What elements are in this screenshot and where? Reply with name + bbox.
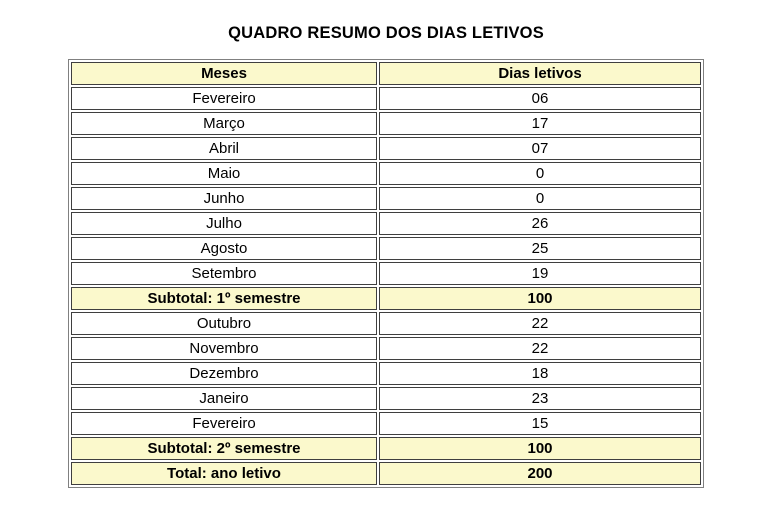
table-row: Abril 07 xyxy=(71,137,701,160)
table-row: Janeiro 23 xyxy=(71,387,701,410)
table-body: Fevereiro 06 Março 17 Abril 07 Maio 0 Junho 0 Julh… xyxy=(71,87,701,485)
table-row: Maio 0 xyxy=(71,162,701,185)
days-cell: 100 xyxy=(379,287,701,310)
days-cell: 23 xyxy=(379,387,701,410)
days-cell: 100 xyxy=(379,437,701,460)
document-content: QUADRO RESUMO DOS DIAS LETIVOS Meses Dia… xyxy=(68,24,704,488)
days-cell: 0 xyxy=(379,162,701,185)
days-cell: 17 xyxy=(379,112,701,135)
month-cell: Outubro xyxy=(71,312,377,335)
table-row: Fevereiro 06 xyxy=(71,87,701,110)
month-cell: Dezembro xyxy=(71,362,377,385)
days-cell: 22 xyxy=(379,312,701,335)
month-cell: Junho xyxy=(71,187,377,210)
days-cell: 18 xyxy=(379,362,701,385)
table-row: Novembro 22 xyxy=(71,337,701,360)
days-cell: 19 xyxy=(379,262,701,285)
days-cell: 26 xyxy=(379,212,701,235)
month-cell: Subtotal: 1º semestre xyxy=(71,287,377,310)
month-cell: Fevereiro xyxy=(71,412,377,435)
table-row: Agosto 25 xyxy=(71,237,701,260)
days-cell: 07 xyxy=(379,137,701,160)
days-cell: 22 xyxy=(379,337,701,360)
month-cell: Março xyxy=(71,112,377,135)
month-cell: Setembro xyxy=(71,262,377,285)
header-cell-months: Meses xyxy=(71,62,377,85)
month-cell: Agosto xyxy=(71,237,377,260)
table-row: Outubro 22 xyxy=(71,312,701,335)
days-cell: 15 xyxy=(379,412,701,435)
table-row: Dezembro 18 xyxy=(71,362,701,385)
table-row: Março 17 xyxy=(71,112,701,135)
month-cell: Total: ano letivo xyxy=(71,462,377,485)
days-cell: 06 xyxy=(379,87,701,110)
days-cell: 0 xyxy=(379,187,701,210)
month-cell: Fevereiro xyxy=(71,87,377,110)
table-header-row: Meses Dias letivos xyxy=(71,62,701,85)
month-cell: Novembro xyxy=(71,337,377,360)
table-row: Fevereiro 15 xyxy=(71,412,701,435)
table-row: Junho 0 xyxy=(71,187,701,210)
month-cell: Maio xyxy=(71,162,377,185)
month-cell: Julho xyxy=(71,212,377,235)
header-cell-days: Dias letivos xyxy=(379,62,701,85)
month-cell: Subtotal: 2º semestre xyxy=(71,437,377,460)
days-cell: 25 xyxy=(379,237,701,260)
month-cell: Janeiro xyxy=(71,387,377,410)
table-row: Setembro 19 xyxy=(71,262,701,285)
table-row: Julho 26 xyxy=(71,212,701,235)
subtotal-row: Subtotal: 1º semestre 100 xyxy=(71,287,701,310)
days-cell: 200 xyxy=(379,462,701,485)
month-cell: Abril xyxy=(71,137,377,160)
school-days-table: Meses Dias letivos Fevereiro 06 Março 17 Abr… xyxy=(68,59,704,488)
page-title: QUADRO RESUMO DOS DIAS LETIVOS xyxy=(228,24,544,42)
subtotal-row: Subtotal: 2º semestre 100 xyxy=(71,437,701,460)
total-row: Total: ano letivo 200 xyxy=(71,462,701,485)
